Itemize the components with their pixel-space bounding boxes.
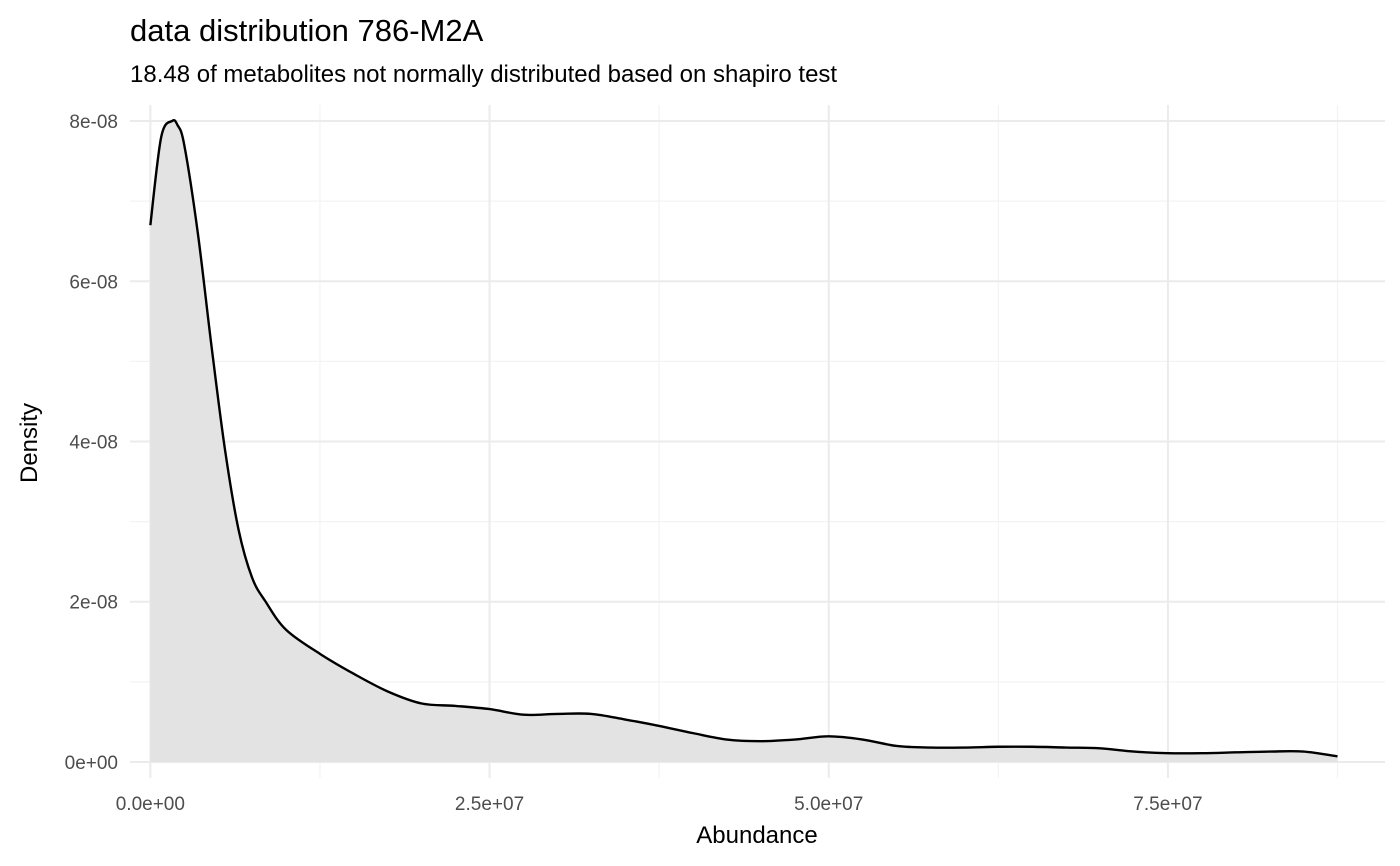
x-axis-ticks: 0.0e+00 2.5e+07 5.0e+07 7.5e+07 (116, 794, 1203, 815)
x-axis-title: Abundance (696, 822, 817, 849)
density-area (150, 120, 1338, 762)
x-tick-label: 0.0e+00 (116, 794, 185, 815)
x-tick-label: 5.0e+07 (794, 794, 863, 815)
y-tick-label: 4e-08 (69, 433, 118, 454)
chart-title: data distribution 786-M2A (130, 13, 484, 48)
y-tick-label: 0e+00 (65, 753, 118, 774)
y-tick-label: 6e-08 (69, 272, 118, 293)
y-axis-title: Density (16, 403, 43, 483)
y-tick-label: 2e-08 (69, 593, 118, 614)
x-tick-label: 7.5e+07 (1133, 794, 1202, 815)
plot-area (149, 119, 1338, 762)
x-tick-label: 2.5e+07 (455, 794, 524, 815)
y-tick-label: 8e-08 (69, 112, 118, 133)
density-line (149, 119, 1338, 758)
y-axis-ticks: 0e+00 2e-08 4e-08 6e-08 8e-08 (65, 112, 118, 774)
chart-subtitle: 18.48 of metabolites not normally distri… (130, 61, 837, 88)
